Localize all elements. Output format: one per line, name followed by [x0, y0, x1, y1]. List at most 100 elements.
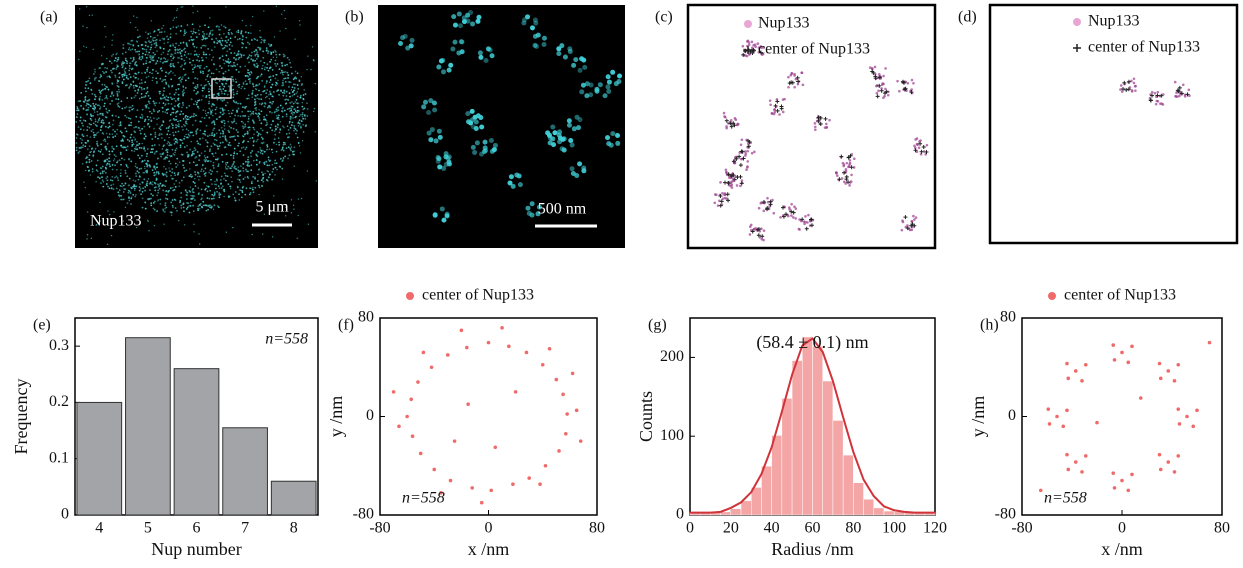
dot	[1133, 77, 1136, 80]
dot	[93, 150, 95, 152]
dot	[144, 190, 146, 192]
dot	[89, 15, 90, 16]
dot	[292, 121, 294, 123]
dot	[79, 100, 81, 102]
dot	[1133, 82, 1136, 85]
y-tick-label: 100	[660, 427, 684, 444]
dot	[82, 25, 83, 26]
dot	[176, 10, 177, 11]
dot	[204, 150, 206, 152]
dot	[269, 92, 271, 94]
dot	[289, 132, 291, 134]
plot-frame	[1022, 318, 1222, 515]
dot	[846, 162, 849, 165]
dot	[152, 77, 154, 79]
dot	[89, 77, 91, 79]
dot	[312, 46, 313, 47]
dot	[200, 121, 202, 123]
dot	[139, 83, 141, 85]
dot	[76, 149, 78, 151]
dot	[264, 173, 266, 175]
dot	[192, 181, 194, 183]
dot	[133, 87, 135, 89]
dot	[177, 120, 179, 122]
dot	[268, 156, 270, 158]
dot	[219, 136, 221, 138]
dot	[86, 100, 88, 102]
dot	[282, 82, 284, 84]
dot	[188, 205, 190, 207]
dot	[145, 92, 147, 94]
dot	[167, 141, 169, 143]
dot	[156, 177, 158, 179]
dot	[144, 160, 146, 162]
dot	[100, 167, 102, 169]
dot	[470, 109, 475, 114]
dot	[472, 150, 477, 155]
dot	[153, 172, 155, 174]
dot	[165, 207, 167, 209]
dot	[165, 202, 167, 204]
dot	[247, 121, 249, 123]
dot	[141, 93, 143, 95]
dot	[216, 132, 218, 134]
dot	[87, 166, 89, 168]
dot	[257, 94, 259, 96]
x-tick-label: 7	[241, 520, 249, 537]
dot	[178, 106, 180, 108]
dot	[136, 148, 138, 150]
dot	[76, 109, 78, 111]
dot	[175, 180, 177, 182]
dot	[268, 51, 270, 53]
dot	[293, 154, 295, 156]
dot	[172, 190, 174, 192]
dot	[222, 130, 224, 132]
dot	[289, 122, 290, 123]
dot	[126, 175, 128, 177]
dot	[195, 101, 196, 102]
dot	[85, 99, 87, 101]
dot	[232, 89, 234, 91]
dot	[183, 118, 185, 120]
dot	[577, 161, 582, 166]
dot	[301, 84, 303, 86]
x-tick-label: 5	[144, 520, 152, 537]
dot	[159, 40, 161, 42]
dot	[728, 176, 731, 179]
dot	[193, 28, 194, 29]
dot	[130, 187, 132, 189]
dot	[276, 117, 278, 119]
dot	[202, 201, 204, 203]
dot	[154, 144, 156, 146]
point	[1176, 363, 1180, 367]
point	[397, 425, 401, 429]
dot	[190, 30, 192, 32]
dot	[87, 148, 89, 150]
dot	[250, 114, 252, 116]
dot	[218, 94, 220, 96]
dot	[196, 164, 198, 166]
dot	[581, 166, 586, 171]
dot	[162, 107, 164, 109]
dot	[262, 153, 263, 154]
dot	[269, 105, 271, 107]
dot	[165, 75, 167, 77]
dot	[104, 159, 106, 161]
dot	[104, 84, 106, 86]
dot	[146, 88, 147, 89]
dot	[305, 93, 307, 95]
dot	[275, 59, 277, 61]
dot	[206, 145, 208, 147]
dot	[151, 151, 153, 153]
dot	[216, 118, 218, 120]
point	[1173, 470, 1177, 474]
dot	[164, 208, 165, 209]
dot	[493, 143, 498, 148]
dot	[177, 62, 179, 64]
y-tick-label: 0	[61, 506, 69, 523]
dot	[294, 38, 295, 39]
dot	[268, 164, 270, 166]
dot	[287, 99, 289, 101]
dot	[267, 146, 269, 148]
dot	[264, 69, 266, 71]
